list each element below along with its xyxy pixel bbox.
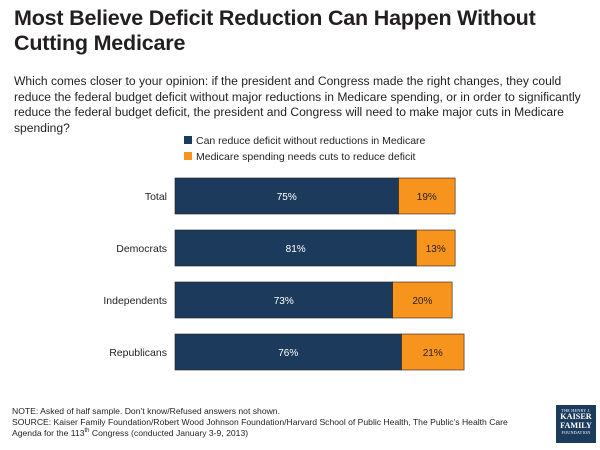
bar-democrats-series-1 [174,229,417,267]
bar-independents-series-2 [392,281,453,319]
chart-subtitle: Which comes closer to your opinion: if t… [14,74,581,135]
footnote-source: SOURCE: Kaiser Family Foundation/Robert … [12,417,508,427]
legend-label-1: Can reduce deficit without reductions in… [196,135,426,147]
data-label-democrats-series-2: 13% [426,244,446,255]
data-label-total-series-2: 19% [417,192,437,203]
kff-logo: THE HENRY J. KAISER FAMILY FOUNDATION [556,405,596,443]
logo-top-text: THE HENRY J. [561,408,591,413]
data-label-independents-series-2: 20% [412,296,432,307]
logo-family: FAMILY [560,420,592,430]
legend-swatch-2 [184,152,192,160]
stacked-bar-chart: Can reduce deficit without reductions in… [103,135,465,371]
legend-label-2: Medicare spending needs cuts to reduce d… [196,151,416,163]
bar-total-series-1 [174,177,399,215]
logo-foundation: FOUNDATION [561,430,591,436]
category-label-republicans: Republicans [109,347,167,359]
data-label-republicans-series-2: 21% [423,348,443,359]
data-label-independents-series-1: 73% [274,296,294,307]
category-label-democrats: Democrats [116,243,167,255]
data-label-republicans-series-1: 76% [278,348,298,359]
bar-republicans-series-2 [401,333,465,371]
category-label-total: Total [145,191,167,203]
logo-kaiser: KAISER [560,412,592,421]
data-label-total-series-1: 75% [277,192,297,203]
footnote-note: NOTE: Asked of half sample. Don’t know/R… [12,406,280,416]
footnote: NOTE: Asked of half sample. Don’t know/R… [12,406,532,439]
bar-independents-series-1 [174,281,393,319]
chart-title: Most Believe Deficit Reduction Can Happe… [14,6,536,55]
bar-total-series-2 [398,177,456,215]
data-label-democrats-series-1: 81% [286,244,306,255]
bar-democrats-series-2 [416,229,456,267]
bar-republicans-series-1 [174,333,402,371]
category-label-independents: Independents [103,295,167,307]
legend-swatch-1 [184,136,192,144]
footnote-source-cont: Agenda for the 113th Congress (conducted… [12,428,249,438]
